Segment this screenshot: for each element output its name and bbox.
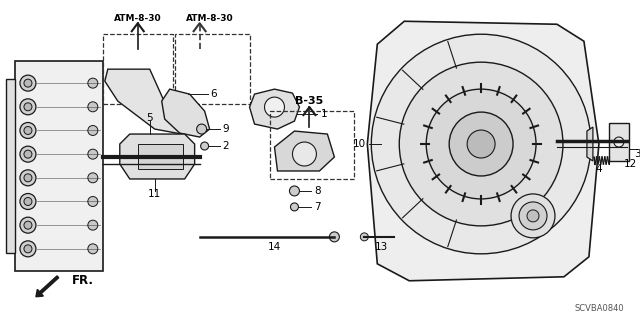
Polygon shape <box>105 69 185 134</box>
Circle shape <box>88 220 98 230</box>
Bar <box>609 123 629 161</box>
Circle shape <box>24 221 32 229</box>
Circle shape <box>20 99 36 115</box>
Circle shape <box>24 150 32 158</box>
Circle shape <box>20 146 36 162</box>
Text: 6: 6 <box>211 89 217 99</box>
Circle shape <box>511 194 555 238</box>
Text: 7: 7 <box>314 202 321 212</box>
Circle shape <box>467 130 495 158</box>
Circle shape <box>20 217 36 233</box>
Circle shape <box>399 62 563 226</box>
Bar <box>138 144 182 169</box>
Circle shape <box>292 142 316 166</box>
Circle shape <box>24 174 32 182</box>
Circle shape <box>88 125 98 136</box>
Text: 3: 3 <box>634 149 640 159</box>
Text: 11: 11 <box>148 189 161 199</box>
Circle shape <box>527 210 539 222</box>
Bar <box>175 34 250 104</box>
Circle shape <box>200 142 209 150</box>
Circle shape <box>88 173 98 183</box>
Text: B-35: B-35 <box>295 96 324 106</box>
Circle shape <box>371 34 591 254</box>
Circle shape <box>24 245 32 253</box>
Circle shape <box>291 203 298 211</box>
Text: 8: 8 <box>314 186 321 196</box>
Circle shape <box>360 233 369 241</box>
Circle shape <box>426 89 536 199</box>
Polygon shape <box>275 131 334 171</box>
Text: 1: 1 <box>321 109 327 119</box>
Bar <box>6 79 15 253</box>
Circle shape <box>88 244 98 254</box>
Circle shape <box>519 202 547 230</box>
Circle shape <box>20 241 36 257</box>
Circle shape <box>88 149 98 159</box>
Circle shape <box>614 137 624 147</box>
Circle shape <box>449 112 513 176</box>
Circle shape <box>24 127 32 135</box>
Polygon shape <box>367 21 599 281</box>
Bar <box>15 61 103 271</box>
Text: 9: 9 <box>223 124 229 134</box>
Circle shape <box>20 170 36 186</box>
Polygon shape <box>587 127 593 161</box>
FancyArrow shape <box>36 276 59 297</box>
Circle shape <box>289 186 300 196</box>
Text: ATM-8-30: ATM-8-30 <box>114 14 161 23</box>
Circle shape <box>88 197 98 206</box>
Text: 12: 12 <box>624 159 637 169</box>
Text: 4: 4 <box>596 164 602 174</box>
Text: ATM-8-30: ATM-8-30 <box>186 14 234 23</box>
Circle shape <box>20 75 36 91</box>
Polygon shape <box>250 89 300 129</box>
Text: SCVBA0840: SCVBA0840 <box>574 304 624 313</box>
Circle shape <box>24 103 32 111</box>
Text: 14: 14 <box>268 242 281 252</box>
Circle shape <box>88 102 98 112</box>
Polygon shape <box>120 134 195 179</box>
Circle shape <box>264 97 284 117</box>
Circle shape <box>330 232 339 242</box>
Polygon shape <box>162 89 210 137</box>
Text: FR.: FR. <box>72 274 94 287</box>
Text: 5: 5 <box>147 113 153 123</box>
Circle shape <box>20 194 36 210</box>
Text: 13: 13 <box>374 242 388 252</box>
Text: 10: 10 <box>353 139 366 149</box>
Circle shape <box>196 124 207 134</box>
Bar <box>269 111 355 179</box>
Circle shape <box>24 197 32 205</box>
Text: 2: 2 <box>223 141 229 151</box>
Circle shape <box>88 78 98 88</box>
Bar <box>103 34 173 104</box>
Circle shape <box>20 122 36 138</box>
Circle shape <box>24 79 32 87</box>
